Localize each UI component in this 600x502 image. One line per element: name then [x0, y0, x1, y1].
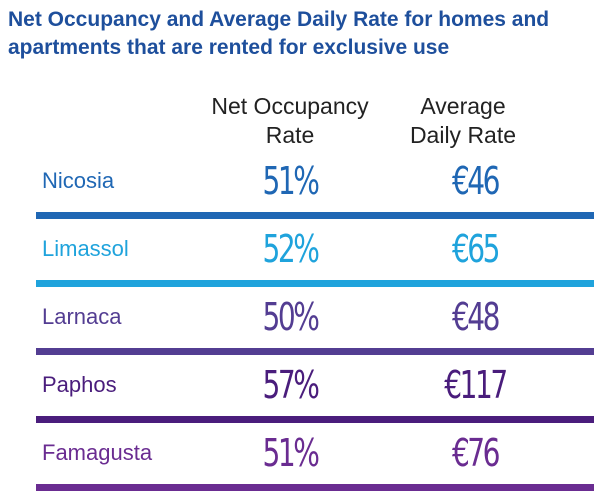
- adr-value: €48: [451, 295, 501, 339]
- row-divider: [36, 348, 594, 355]
- row-divider: [36, 280, 594, 287]
- row-divider: [36, 484, 594, 491]
- occupancy-value: 57%: [262, 363, 320, 407]
- adr-value: €46: [451, 159, 501, 203]
- occupancy-value: 51%: [262, 159, 320, 203]
- column-header-average-daily-rate: Average Daily Rate: [388, 92, 538, 150]
- occupancy-value: 50%: [262, 295, 320, 339]
- adr-value: €65: [451, 227, 501, 271]
- city-label: Famagusta: [42, 440, 153, 465]
- column-header-net-occupancy-rate: Net Occupancy Rate: [190, 92, 390, 150]
- row-divider: [36, 416, 594, 423]
- occupancy-value: 52%: [262, 227, 320, 271]
- table-row-nicosia: Nicosia 51% €46: [0, 152, 600, 220]
- city-label: Paphos: [42, 372, 117, 397]
- table-row-larnaca: Larnaca 50% €48: [0, 288, 600, 356]
- column-header-line: Average: [420, 93, 506, 119]
- table-row-famagusta: Famagusta 51% €76: [0, 424, 600, 492]
- city-label: Nicosia: [42, 168, 115, 193]
- city-label: Larnaca: [42, 304, 122, 329]
- column-header-line: Net Occupancy: [211, 93, 369, 119]
- adr-value: €76: [451, 431, 501, 475]
- adr-value: €117: [444, 363, 508, 407]
- row-divider: [36, 212, 594, 219]
- city-label: Limassol: [42, 236, 129, 261]
- chart-title: Net Occupancy and Average Daily Rate for…: [8, 8, 550, 59]
- occupancy-value: 51%: [262, 431, 320, 475]
- table-row-paphos: Paphos 57% €117: [0, 356, 600, 424]
- table-row-limassol: Limassol 52% €65: [0, 220, 600, 288]
- column-header-line: Daily Rate: [409, 122, 517, 148]
- column-header-line: Rate: [265, 122, 315, 148]
